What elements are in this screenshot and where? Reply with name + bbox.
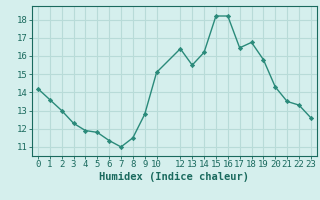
X-axis label: Humidex (Indice chaleur): Humidex (Indice chaleur) xyxy=(100,172,249,182)
